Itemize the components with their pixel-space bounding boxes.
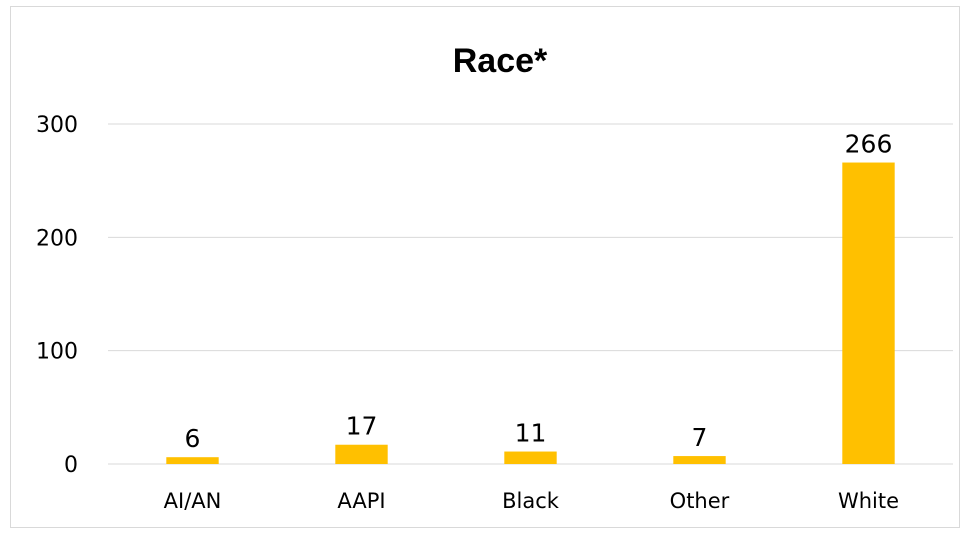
- x-tick-label: White: [838, 489, 899, 513]
- y-tick-label: 300: [36, 113, 78, 138]
- data-label: 7: [692, 423, 708, 452]
- y-tick-label: 0: [64, 453, 78, 478]
- data-label: 17: [346, 412, 378, 441]
- data-labels: 6 17 11 7 266: [185, 130, 893, 454]
- bar-ai-an: [166, 457, 219, 464]
- bar-other: [673, 456, 726, 464]
- chart-frame: [10, 6, 960, 528]
- x-tick-label: Other: [670, 489, 730, 513]
- gridlines: [108, 123, 953, 465]
- bars: [166, 162, 895, 465]
- x-tick-label: Black: [502, 489, 560, 513]
- y-axis-ticks: 0 100 200 300: [36, 113, 78, 478]
- bar-black: [504, 451, 557, 464]
- data-label: 6: [185, 424, 201, 453]
- bar-aapi: [335, 444, 388, 464]
- data-label: 11: [515, 419, 547, 448]
- chart-title: Race*: [453, 42, 548, 80]
- x-tick-label: AI/AN: [164, 489, 222, 513]
- y-tick-label: 100: [36, 340, 78, 365]
- bar-white: [842, 162, 895, 465]
- x-axis-categories: AI/AN AAPI Black Other White: [164, 489, 899, 513]
- y-tick-label: 200: [36, 226, 78, 251]
- data-label: 266: [845, 130, 893, 159]
- x-tick-label: AAPI: [337, 489, 385, 513]
